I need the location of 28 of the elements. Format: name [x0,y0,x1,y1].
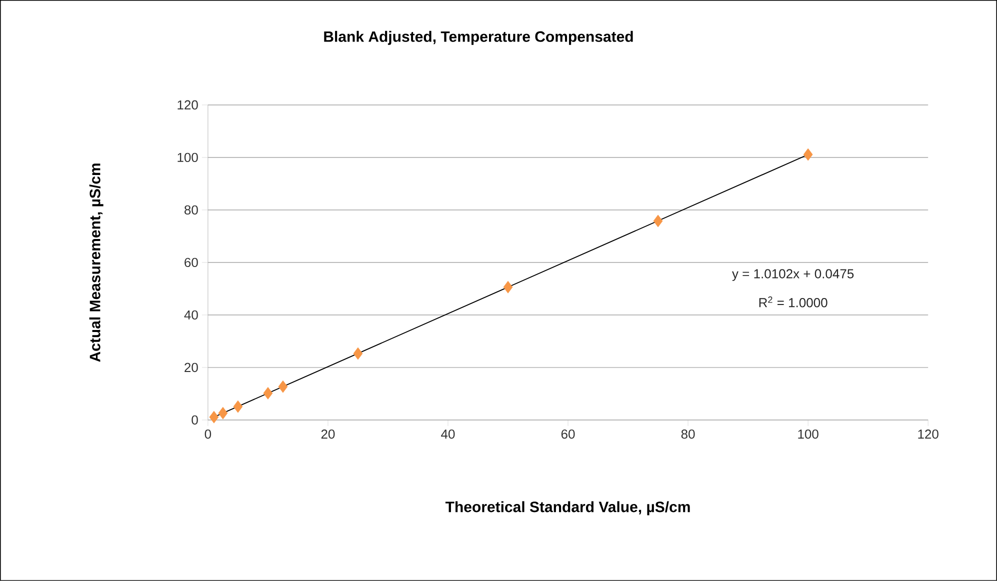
x-tick-label: 120 [918,430,938,439]
chart-title: Blank Adjusted, Temperature Compensated [324,30,633,45]
y-tick-label: 0 [192,415,198,425]
x-tick-label: 60 [561,430,575,439]
point [209,410,219,424]
y-axis-title: Actual Measurement, µS/cm [89,164,104,362]
y-tick-label: 60 [184,258,198,268]
point [263,387,273,400]
annotation: R$^{2}$ = 1.0000 [759,296,828,308]
point [218,406,228,420]
point [503,280,513,294]
point [353,347,363,360]
x-tick-label: 20 [321,430,335,439]
y-tick-label: 100 [178,152,198,162]
x-tick-label: 80 [681,430,695,439]
y-tick-label: 20 [184,362,198,372]
x-tick-label: 40 [441,430,455,439]
y-tick-label: 80 [184,205,198,215]
y-tick-label: 40 [184,310,198,320]
y-tick-label: 120 [178,100,198,110]
point [278,380,288,393]
annotation: y = 1.0102x + 0.0475 [732,269,854,281]
x-tick-label: 100 [798,430,818,439]
x-tick-label: 0 [204,430,212,439]
point [803,148,813,161]
x-axis-title: Theoretical Standard Value, µS/cm [445,501,690,516]
point [653,214,663,228]
point [233,400,243,413]
